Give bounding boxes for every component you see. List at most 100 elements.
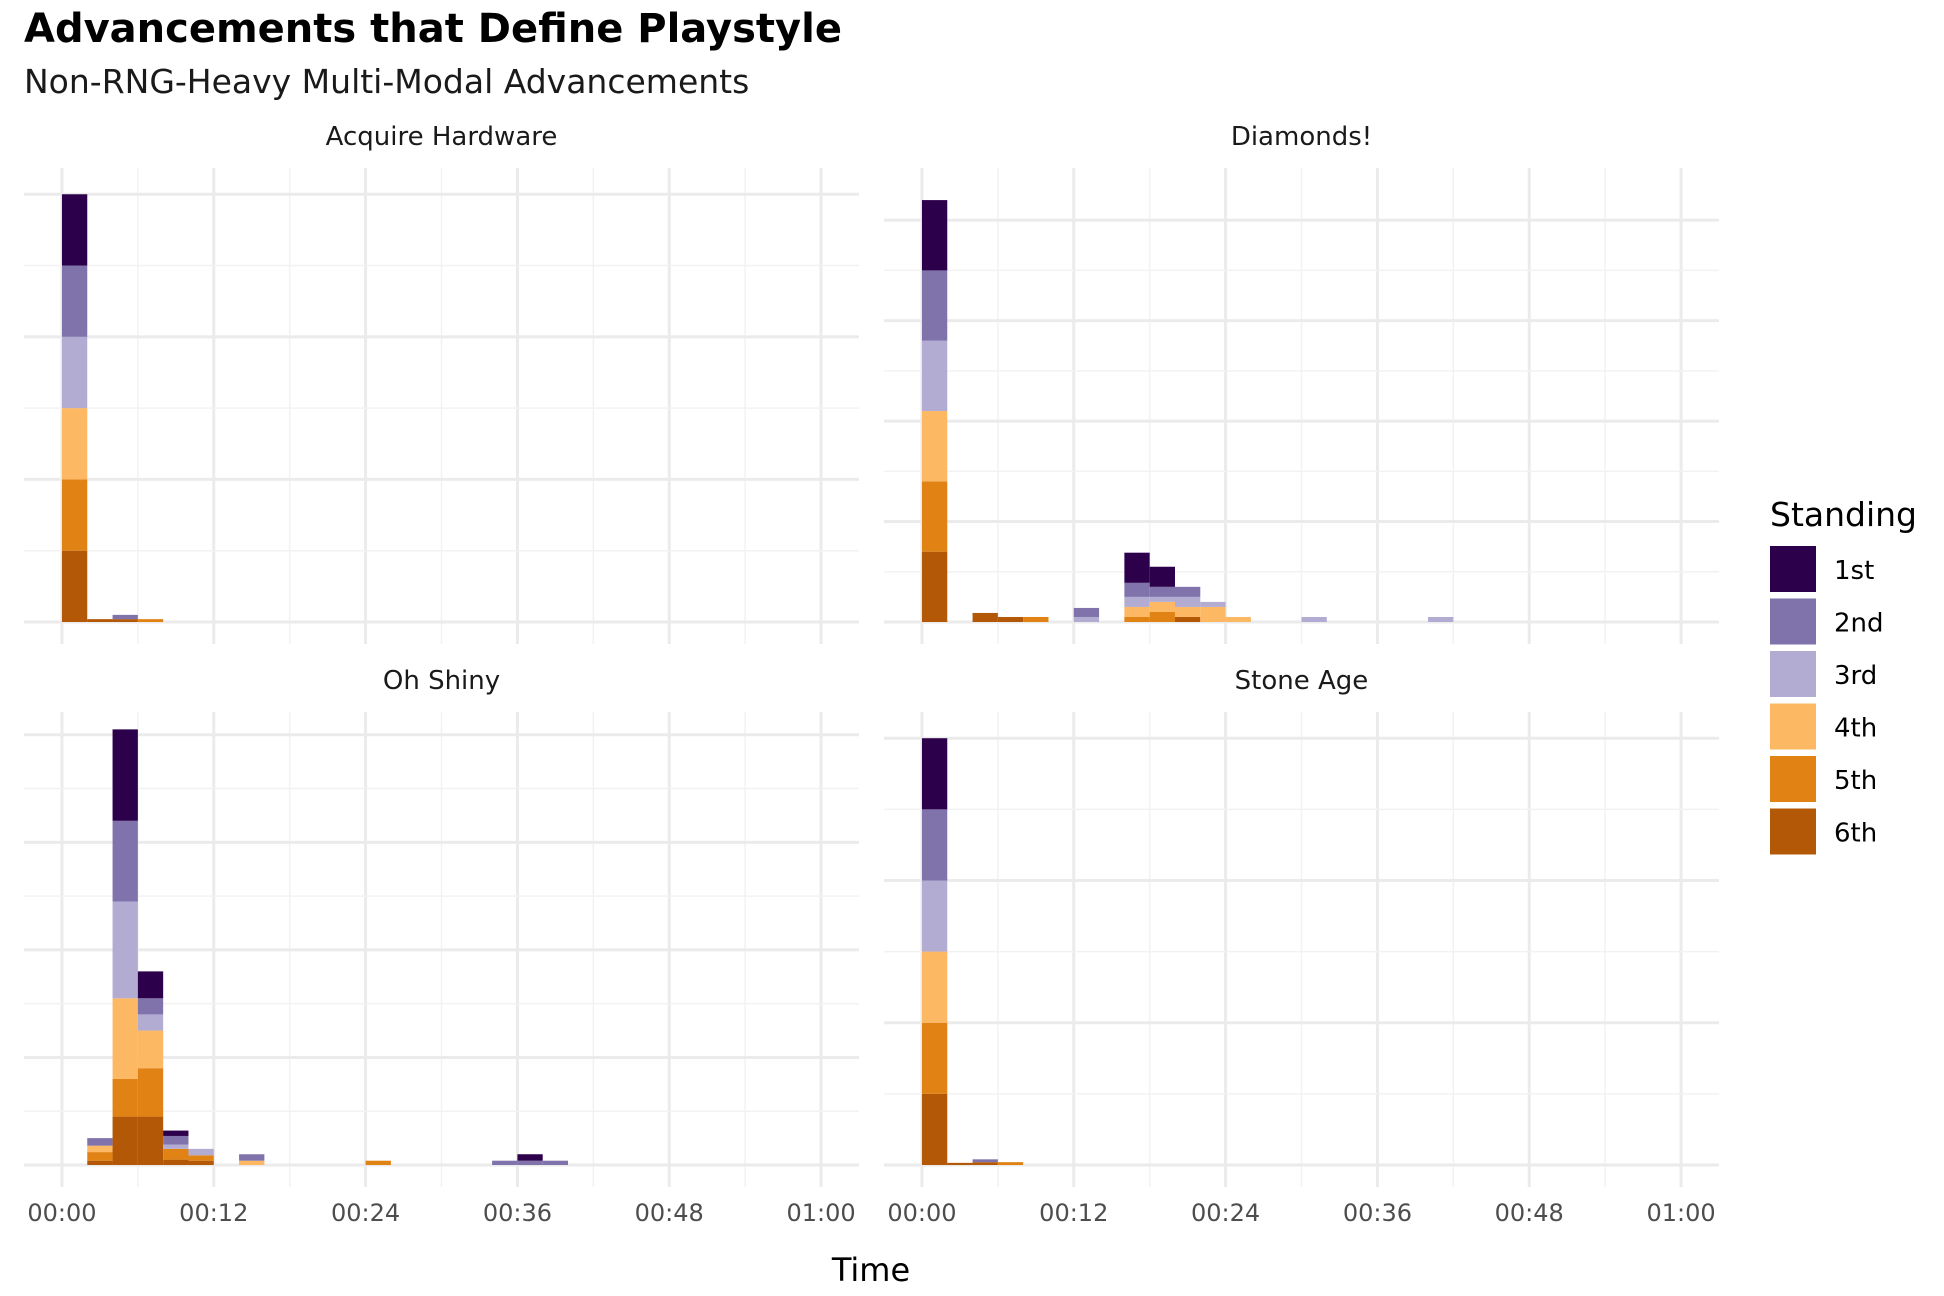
x-tick-label: 01:00 xyxy=(1646,1199,1715,1227)
bar-oh-shiny-2nd xyxy=(163,1135,189,1145)
bar-oh-shiny-3rd xyxy=(137,1014,164,1031)
bar-oh-shiny-1st xyxy=(517,1154,543,1161)
bar-acquire-hardware-3rd xyxy=(61,336,88,409)
bar-acquire-hardware-4th xyxy=(61,408,88,480)
bar-stone-age-6th xyxy=(947,1162,973,1165)
bar-oh-shiny-6th xyxy=(87,1160,113,1165)
legend-key-6th xyxy=(1770,808,1816,855)
bar-acquire-hardware-2nd xyxy=(61,265,88,337)
panel-title-diamonds: Diamonds! xyxy=(1231,122,1372,152)
bar-oh-shiny-2nd xyxy=(239,1154,265,1161)
bar-acquire-hardware-6th xyxy=(87,619,113,622)
legend-title: Standing xyxy=(1770,495,1917,534)
bar-diamonds-5th xyxy=(1124,616,1150,622)
legend-label-4th: 4th xyxy=(1834,714,1877,744)
bar-oh-shiny-5th xyxy=(87,1152,113,1161)
bar-diamonds-4th xyxy=(1200,606,1226,622)
bar-diamonds-2nd xyxy=(1073,607,1100,617)
legend-key-4th xyxy=(1770,703,1816,750)
bar-diamonds-3rd xyxy=(1301,616,1327,622)
bar-oh-shiny-2nd xyxy=(87,1138,113,1146)
bar-acquire-hardware-6th xyxy=(112,619,138,622)
bar-oh-shiny-4th xyxy=(87,1145,113,1153)
bar-oh-shiny-5th xyxy=(112,1078,138,1117)
bar-oh-shiny-5th xyxy=(163,1148,189,1160)
chart-title: Advancements that Define Playstyle xyxy=(24,6,842,52)
bar-diamonds-3rd xyxy=(1124,596,1150,607)
x-tick-label: 00:36 xyxy=(1343,1199,1412,1227)
bar-oh-shiny-2nd xyxy=(517,1160,543,1165)
bar-diamonds-3rd xyxy=(921,340,948,412)
bar-oh-shiny-1st xyxy=(137,971,164,999)
x-tick-label: 00:00 xyxy=(27,1199,96,1227)
x-tick-label: 00:24 xyxy=(331,1199,400,1227)
x-tick-label: 00:12 xyxy=(179,1199,248,1227)
bar-diamonds-3rd xyxy=(1200,601,1226,607)
x-axis-title: Time xyxy=(831,1251,910,1289)
bar-diamonds-4th xyxy=(1124,606,1150,617)
bar-stone-age-6th xyxy=(921,1093,948,1165)
legend-label-1st: 1st xyxy=(1834,556,1874,586)
legend-key-3rd xyxy=(1770,651,1816,697)
legend-label-2nd: 2nd xyxy=(1834,609,1884,639)
bar-diamonds-1st xyxy=(1124,552,1150,583)
panel-title-acquire-hardware: Acquire Hardware xyxy=(326,122,558,152)
bar-oh-shiny-1st xyxy=(112,729,138,821)
bar-oh-shiny-4th xyxy=(239,1160,265,1165)
bar-oh-shiny-2nd xyxy=(492,1160,518,1165)
bar-diamonds-1st xyxy=(1149,566,1175,587)
bar-diamonds-4th xyxy=(921,411,948,482)
bar-diamonds-4th xyxy=(1225,616,1251,622)
legend-label-3rd: 3rd xyxy=(1834,661,1877,691)
bar-oh-shiny-6th xyxy=(188,1160,214,1165)
bar-stone-age-5th xyxy=(921,1022,948,1094)
x-tick-label: 00:12 xyxy=(1039,1199,1108,1227)
bar-diamonds-2nd xyxy=(921,270,948,341)
legend-key-1st xyxy=(1770,546,1816,592)
bar-diamonds-6th xyxy=(921,551,948,622)
bar-diamonds-2nd xyxy=(1174,586,1201,597)
bar-stone-age-3rd xyxy=(921,880,948,952)
x-tick-label: 00:24 xyxy=(1191,1199,1260,1227)
bar-stone-age-1st xyxy=(921,738,948,810)
bar-acquire-hardware-5th xyxy=(61,479,88,551)
bar-diamonds-5th xyxy=(1023,616,1049,622)
bar-oh-shiny-5th xyxy=(188,1155,214,1161)
bar-oh-shiny-3rd xyxy=(112,901,138,999)
bar-oh-shiny-2nd xyxy=(542,1160,569,1165)
bar-stone-age-6th xyxy=(972,1162,998,1165)
bar-diamonds-3rd xyxy=(1073,616,1100,622)
bar-diamonds-3rd xyxy=(1174,596,1201,607)
bar-diamonds-5th xyxy=(1149,611,1175,622)
legend-key-2nd xyxy=(1770,598,1816,645)
chart-subtitle: Non-RNG-Heavy Multi-Modal Advancements xyxy=(24,62,750,101)
panel-title-stone-age: Stone Age xyxy=(1235,666,1369,696)
bar-oh-shiny-3rd xyxy=(163,1144,189,1149)
bar-stone-age-5th xyxy=(997,1162,1024,1165)
bar-diamonds-5th xyxy=(921,481,948,552)
bar-oh-shiny-6th xyxy=(137,1116,164,1165)
bar-oh-shiny-2nd xyxy=(112,820,138,902)
bar-oh-shiny-3rd xyxy=(188,1148,214,1156)
bar-diamonds-3rd xyxy=(1149,596,1175,602)
bar-acquire-hardware-6th xyxy=(61,550,88,622)
bar-oh-shiny-6th xyxy=(163,1159,189,1165)
bar-diamonds-6th xyxy=(972,612,998,622)
bar-oh-shiny-5th xyxy=(137,1068,164,1117)
bar-oh-shiny-6th xyxy=(112,1116,138,1165)
bar-stone-age-2nd xyxy=(921,809,948,881)
bar-diamonds-4th xyxy=(1149,601,1175,612)
bar-acquire-hardware-1st xyxy=(61,194,88,266)
bar-oh-shiny-2nd xyxy=(137,998,164,1015)
bar-diamonds-3rd xyxy=(1428,616,1454,622)
bar-diamonds-4th xyxy=(1174,606,1201,617)
legend-key-5th xyxy=(1770,756,1816,802)
bar-diamonds-1st xyxy=(921,200,948,271)
bar-oh-shiny-4th xyxy=(137,1030,164,1069)
bar-oh-shiny-4th xyxy=(112,998,138,1079)
bar-diamonds-6th xyxy=(997,616,1024,622)
bar-stone-age-4th xyxy=(921,951,948,1023)
legend-label-5th: 5th xyxy=(1834,766,1877,796)
x-tick-label: 00:48 xyxy=(635,1199,704,1227)
